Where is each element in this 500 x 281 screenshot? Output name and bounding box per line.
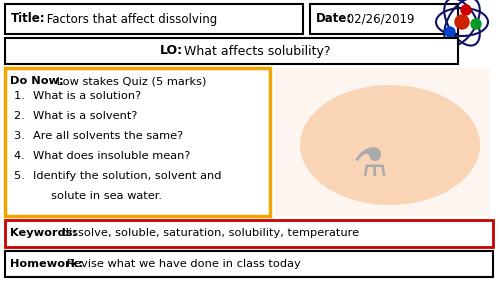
Bar	[5, 38, 458, 64]
Text: Title:: Title:	[11, 12, 46, 26]
Ellipse shape	[300, 85, 480, 205]
Text: 5.: 5.	[14, 171, 32, 181]
Bar	[5, 68, 270, 216]
Circle shape	[455, 15, 469, 29]
Text: LO:: LO:	[160, 44, 183, 58]
Text: Are all solvents the same?: Are all solvents the same?	[33, 131, 183, 141]
Text: dissolve, soluble, saturation, solubility, temperature: dissolve, soluble, saturation, solubilit…	[58, 228, 359, 238]
Text: What affects solubility?: What affects solubility?	[180, 44, 330, 58]
Text: Low stakes Quiz (5 marks): Low stakes Quiz (5 marks)	[53, 76, 206, 86]
Text: Do Now:: Do Now:	[10, 76, 64, 86]
Text: Factors that affect dissolving: Factors that affect dissolving	[43, 12, 217, 26]
Text: Date:: Date:	[316, 12, 352, 26]
Circle shape	[445, 27, 455, 37]
Text: 2.: 2.	[14, 111, 32, 121]
Text: What does insoluble mean?: What does insoluble mean?	[33, 151, 190, 161]
Text: Homework:: Homework:	[10, 259, 83, 269]
Text: Revise what we have done in class today: Revise what we have done in class today	[63, 259, 301, 269]
Bar	[310, 4, 458, 34]
Text: ⚗: ⚗	[352, 146, 388, 184]
Text: Keywords:: Keywords:	[10, 228, 77, 238]
Text: What is a solution?: What is a solution?	[33, 91, 141, 101]
Text: What is a solvent?: What is a solvent?	[33, 111, 138, 121]
Text: 1.: 1.	[14, 91, 32, 101]
Bar	[5, 220, 493, 247]
Bar	[5, 4, 303, 34]
Text: 4.: 4.	[14, 151, 32, 161]
Text: solute in sea water.: solute in sea water.	[33, 191, 162, 201]
Text: Identify the solution, solvent and: Identify the solution, solvent and	[33, 171, 222, 181]
Text: 3.: 3.	[14, 131, 32, 141]
Bar	[5, 251, 493, 277]
Text: 02/26/2019: 02/26/2019	[343, 12, 414, 26]
Circle shape	[461, 5, 471, 15]
Polygon shape	[275, 68, 490, 216]
Circle shape	[471, 19, 481, 29]
